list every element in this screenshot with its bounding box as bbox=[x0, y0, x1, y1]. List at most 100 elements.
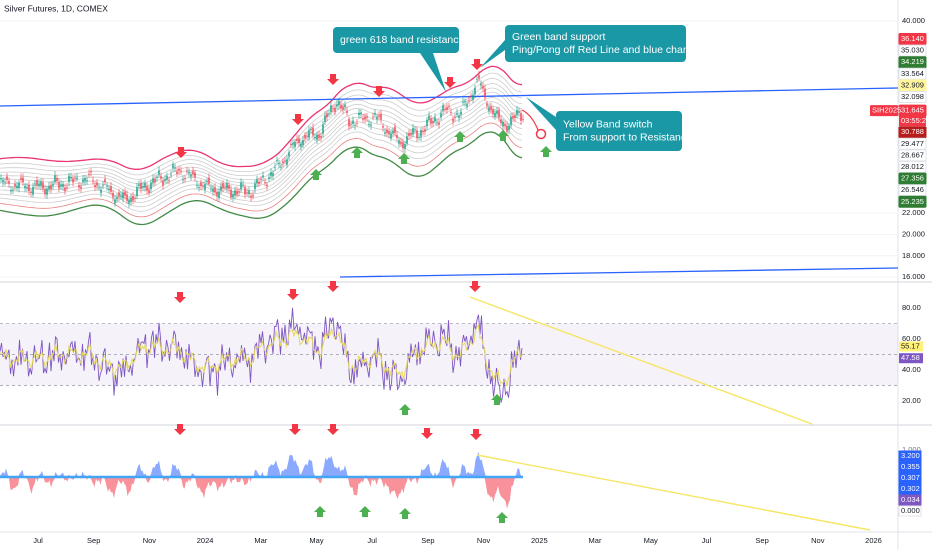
candle-body bbox=[104, 179, 106, 183]
candle-body bbox=[386, 129, 388, 133]
candle-body bbox=[404, 144, 406, 149]
price-tag-label: 27.356 bbox=[901, 174, 924, 183]
candle-body bbox=[504, 124, 506, 126]
candle-body bbox=[216, 191, 218, 197]
price-tag bbox=[898, 172, 927, 185]
annotations: green 618 band resistance. Green band sup… bbox=[333, 25, 703, 151]
candle-body bbox=[184, 178, 186, 180]
price-tag bbox=[898, 44, 927, 57]
plot-area: 40.000 22.000 20.000 18.000 16.000 36.140 35.0… bbox=[0, 16, 930, 545]
candle-body bbox=[146, 186, 148, 191]
candle-body bbox=[94, 184, 96, 188]
candle-body bbox=[488, 107, 490, 112]
rsi-tick-label: 40.00 bbox=[902, 365, 921, 374]
candle-body bbox=[98, 187, 100, 189]
sell-arrow bbox=[174, 424, 186, 435]
candle-body bbox=[102, 184, 104, 186]
candle-body bbox=[14, 183, 16, 187]
osc-negative bbox=[0, 477, 523, 509]
candle-body bbox=[114, 199, 116, 204]
candle-body bbox=[340, 104, 342, 109]
buy-arrow bbox=[491, 394, 503, 405]
candle-body bbox=[484, 88, 486, 98]
time-label: Sep bbox=[421, 536, 434, 545]
candle-body bbox=[156, 176, 158, 178]
callout-box bbox=[333, 27, 459, 53]
sell-arrow bbox=[471, 59, 483, 70]
candle-body bbox=[178, 168, 180, 171]
candle-body bbox=[112, 192, 114, 198]
candle-body bbox=[260, 179, 262, 180]
candle-body bbox=[76, 177, 78, 179]
buy-arrow bbox=[496, 512, 508, 523]
candle-body bbox=[38, 183, 40, 186]
callout-text: Ping/Pong off Red Line and blue channel bbox=[512, 44, 703, 56]
candle-body bbox=[518, 111, 520, 113]
candle-body bbox=[382, 126, 384, 128]
candle-body bbox=[50, 184, 52, 190]
candle-body bbox=[520, 113, 522, 121]
candle-body bbox=[88, 173, 90, 175]
candle-body bbox=[318, 134, 320, 139]
candle-body bbox=[120, 195, 122, 198]
candle-body bbox=[108, 188, 110, 191]
time-label: Mar bbox=[254, 536, 267, 545]
candle-body bbox=[426, 119, 428, 127]
candle-body bbox=[194, 172, 196, 178]
price-tick-label: 22.000 bbox=[902, 208, 925, 217]
candle-body bbox=[400, 141, 402, 144]
candle-body bbox=[4, 181, 6, 183]
price-marker bbox=[535, 128, 547, 140]
candle-body bbox=[214, 187, 216, 193]
candle-body bbox=[32, 187, 34, 195]
rsi-ma bbox=[0, 323, 523, 387]
candle-body bbox=[52, 183, 54, 186]
candle-body bbox=[316, 134, 318, 140]
candle-body bbox=[330, 105, 332, 113]
callout-text: From support to Resistance bbox=[563, 131, 692, 143]
candle-body bbox=[394, 126, 396, 133]
candle-body bbox=[474, 88, 476, 95]
candle-body bbox=[482, 85, 484, 89]
band-line bbox=[0, 65, 523, 170]
candle-body bbox=[208, 177, 210, 184]
time-label: 2024 bbox=[197, 536, 214, 545]
price-tag bbox=[898, 33, 927, 45]
candle-body bbox=[408, 132, 410, 136]
candle-body bbox=[256, 179, 258, 184]
candle-body bbox=[152, 178, 154, 183]
candle-body bbox=[200, 182, 202, 186]
candle-body bbox=[376, 116, 378, 120]
candle-body bbox=[118, 192, 120, 197]
price-tag-label: 29.477 bbox=[901, 139, 924, 148]
candle-body bbox=[502, 121, 504, 127]
price-tick-label: 16.000 bbox=[902, 272, 925, 281]
band-line bbox=[0, 122, 523, 218]
candle-body bbox=[258, 181, 260, 184]
candle-body bbox=[262, 175, 264, 178]
candle-body bbox=[212, 188, 214, 192]
sell-arrow bbox=[444, 77, 456, 88]
candle-body bbox=[6, 176, 8, 180]
candle-body bbox=[170, 174, 172, 176]
candle-body bbox=[226, 182, 228, 189]
time-label: Mar bbox=[589, 536, 602, 545]
candle-body bbox=[388, 131, 390, 135]
rsi-tag bbox=[899, 353, 923, 364]
price-tag bbox=[898, 137, 927, 150]
candle-body bbox=[302, 140, 304, 146]
candle-body bbox=[292, 143, 294, 145]
callout-pointer bbox=[526, 97, 556, 130]
candle-body bbox=[478, 75, 480, 79]
candle-body bbox=[36, 180, 38, 186]
candle-body bbox=[218, 191, 220, 199]
candle-body bbox=[198, 187, 200, 189]
price-tag-label: 33.564 bbox=[901, 69, 924, 78]
price-tag bbox=[898, 126, 927, 139]
osc-tag bbox=[898, 494, 922, 506]
candle-body bbox=[8, 180, 10, 184]
candle-body bbox=[60, 184, 62, 187]
candle-body bbox=[92, 180, 94, 182]
candle-body bbox=[238, 191, 240, 193]
candle-body bbox=[224, 186, 226, 188]
